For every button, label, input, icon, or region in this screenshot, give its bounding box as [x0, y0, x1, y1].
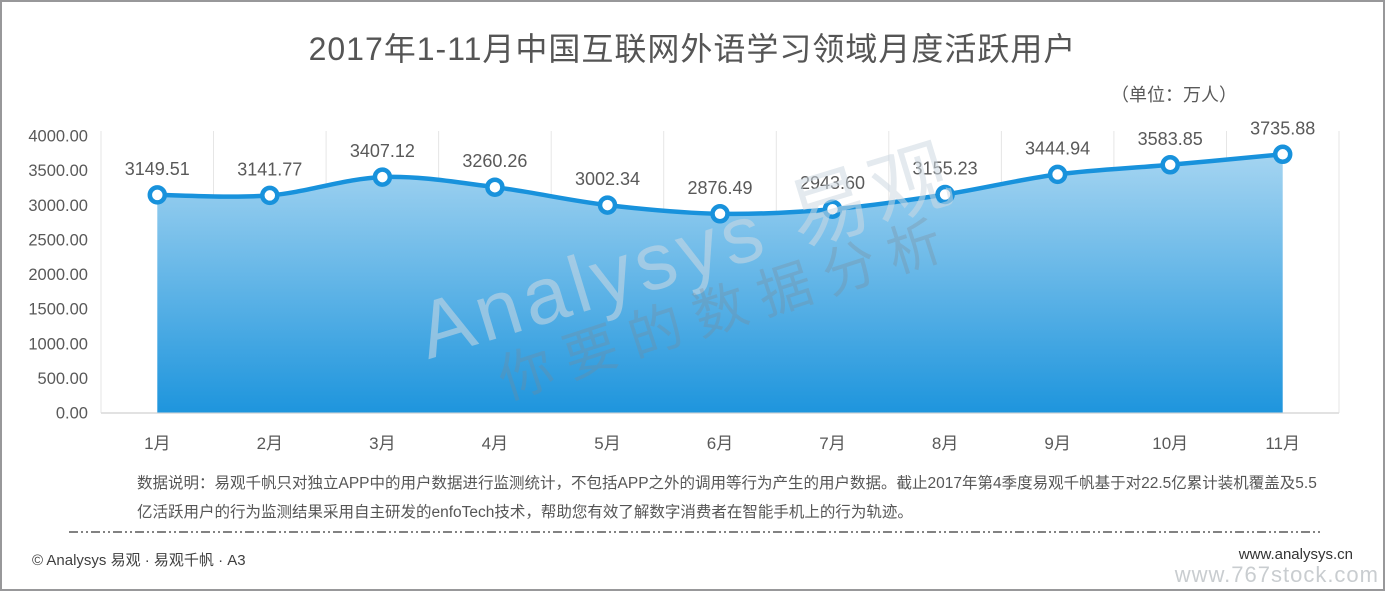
chart-canvas: 0.00 500.00 1000.00 1500.00 2000.00 2500.00 30… — [28, 118, 1340, 453]
stock-site-watermark: www.767stock.com — [1174, 562, 1379, 587]
footer-site-link[interactable]: www.analysys.cn — [1238, 546, 1353, 563]
data-point-marker — [260, 185, 280, 206]
unit-label: （单位：万人） — [1111, 85, 1237, 105]
y-tick-label: 2000.00 — [28, 266, 88, 284]
data-point-label: 3444.94 — [1025, 138, 1090, 158]
y-tick-label: 4000.00 — [28, 128, 88, 146]
data-point-marker — [1047, 164, 1068, 185]
data-point-marker — [822, 199, 843, 219]
data-point-marker — [485, 177, 505, 197]
data-point-marker — [1160, 155, 1180, 175]
y-tick-label: 3000.00 — [28, 197, 88, 215]
x-tick-label: 11月 — [1265, 434, 1300, 453]
data-point-marker — [710, 204, 730, 224]
data-point-marker — [597, 195, 618, 215]
data-point-label: 3155.23 — [913, 159, 978, 179]
y-tick-label: 2500.00 — [28, 231, 88, 249]
footnote-line: 数据说明：易观千帆只对独立APP中的用户数据进行监测统计，不包括APP之外的调用… — [137, 475, 1317, 492]
x-tick-label: 5月 — [594, 434, 620, 453]
y-tick-label: 500.00 — [38, 370, 88, 388]
data-point-label: 3002.34 — [575, 169, 640, 189]
x-tick-label: 4月 — [482, 434, 508, 453]
data-point-label: 3407.12 — [350, 141, 415, 161]
data-footnote: 数据说明：易观千帆只对独立APP中的用户数据进行监测统计，不包括APP之外的调用… — [137, 469, 1337, 527]
data-point-label: 3260.26 — [462, 151, 527, 171]
x-tick-label: 7月 — [819, 434, 845, 453]
data-point-marker — [147, 185, 168, 205]
data-point-label: 2876.49 — [687, 178, 752, 198]
y-tick-label: 0.00 — [56, 405, 88, 423]
y-tick-label: 1000.00 — [28, 335, 88, 353]
data-point-label: 3149.51 — [125, 159, 190, 179]
dashed-divider — [69, 531, 1320, 533]
x-tick-label: 3月 — [369, 434, 395, 453]
data-point-label: 2943.60 — [800, 173, 865, 193]
area-fill — [157, 154, 1283, 413]
x-tick-label: 8月 — [932, 434, 958, 453]
x-tick-label: 6月 — [707, 434, 733, 453]
data-point-marker — [372, 167, 393, 187]
data-point-label: 3141.77 — [237, 159, 302, 179]
y-tick-label: 1500.00 — [28, 301, 88, 319]
data-point-marker — [935, 184, 955, 205]
x-tick-label: 1月 — [144, 434, 170, 453]
y-tick-label: 3500.00 — [28, 162, 88, 180]
data-point-label: 3583.85 — [1138, 129, 1203, 149]
x-tick-label: 2月 — [257, 434, 283, 453]
data-point-marker — [1272, 144, 1293, 165]
footnote-line: 亿活跃用户的行为监测结果采用自主研发的enfoTech技术，帮助您有效了解数字消… — [137, 504, 913, 521]
footer-copyright: © Analysys 易观 · 易观千帆 · A3 — [32, 552, 246, 569]
data-point-label: 3735.88 — [1250, 118, 1315, 138]
x-tick-label: 9月 — [1044, 434, 1070, 453]
x-tick-label: 10月 — [1152, 434, 1188, 453]
chart-title: 2017年1-11月中国互联网外语学习领域月度活跃用户 — [308, 31, 1077, 67]
